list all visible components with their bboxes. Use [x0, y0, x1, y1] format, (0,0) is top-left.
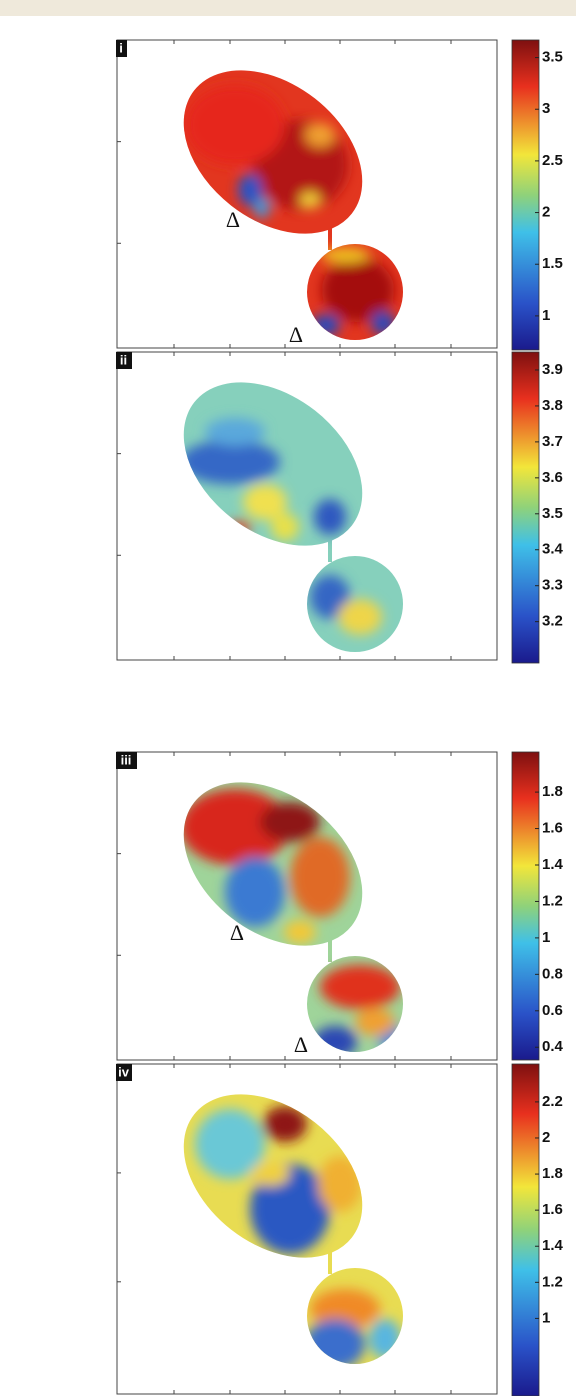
heatmap-spot — [238, 174, 262, 206]
heatmap-spot — [263, 1106, 307, 1142]
heatmap — [152, 752, 403, 1052]
colorbar-tick-label: 2.5 — [542, 152, 563, 169]
heatmap-base — [152, 352, 403, 652]
heatmap-spot — [355, 1008, 395, 1036]
heatmap-spot — [225, 857, 285, 927]
axes-box — [116, 751, 498, 1061]
panel-label: iii — [121, 752, 132, 767]
heatmap-spots — [180, 789, 402, 1052]
axes-box — [116, 39, 498, 349]
colorbar-tick-label: 1.2 — [542, 892, 563, 909]
panel-label-box — [116, 40, 127, 57]
annotation: Δ — [226, 207, 240, 232]
colorbar-tick-label: 3.8 — [542, 397, 563, 414]
panel-label-box — [116, 1064, 132, 1081]
colorbar-tick-label: 2 — [542, 1129, 550, 1146]
colorbar-tick-label: 1.6 — [542, 1201, 563, 1218]
heatmap-spot — [260, 802, 320, 842]
panel-label-box — [116, 352, 132, 369]
heatmap-spot — [320, 247, 370, 263]
panel-label: i — [119, 40, 123, 55]
colorbar-tick-label: 0.6 — [542, 1002, 563, 1019]
heatmap-spot — [180, 789, 290, 865]
colorbar-tick-label: 1.4 — [542, 856, 564, 873]
heatmap — [152, 352, 403, 652]
heatmap-spot — [312, 314, 340, 336]
heatmap-spot — [369, 1319, 401, 1359]
heatmap-spot — [300, 192, 320, 208]
heatmap-spot — [195, 1109, 265, 1179]
heatmap-spot — [320, 965, 400, 1009]
colorbar-tick-label: 3.5 — [542, 49, 563, 66]
panel-label: iv — [118, 1064, 130, 1079]
top-band — [0, 0, 576, 16]
colorbar — [511, 351, 540, 664]
colorbar-tick-label: 3 — [542, 100, 550, 117]
heatmap-spot — [371, 311, 395, 335]
heatmap-spot — [250, 1164, 330, 1254]
heatmap-spot — [271, 513, 299, 541]
heatmap-spots — [195, 1106, 401, 1364]
heatmap — [152, 40, 403, 340]
heatmap-spot — [180, 440, 280, 484]
colorbar-tick-label: 1.8 — [542, 783, 563, 800]
colorbar-tick-label: 3.9 — [542, 361, 563, 378]
heatmap-spots — [185, 85, 395, 336]
colorbar — [511, 39, 540, 351]
heatmap-spot — [310, 1289, 380, 1329]
colorbar — [511, 1063, 540, 1396]
heatmap-spot — [290, 837, 350, 917]
colorbar — [511, 751, 540, 1061]
colorbar-tick-label: 2.2 — [542, 1093, 563, 1110]
colorbar-tick-label: 1.2 — [542, 1273, 563, 1290]
heatmap-spot — [243, 484, 287, 520]
axes-box — [116, 1063, 498, 1395]
colorbar-tick-label: 0.8 — [542, 965, 563, 982]
colorbar-tick-label: 3.3 — [542, 577, 563, 594]
heatmap-spot — [305, 123, 335, 147]
colorbar-tick-label: 3.2 — [542, 613, 563, 630]
heatmap-spot — [318, 1156, 362, 1212]
heatmap-spot — [314, 499, 346, 535]
heatmap-spot — [205, 418, 265, 446]
heatmap-spot — [284, 920, 316, 944]
panel-label-box — [116, 752, 137, 769]
heatmap-spots — [180, 418, 382, 635]
annotation: Δ — [289, 322, 303, 347]
colorbar-tick-label: 1 — [542, 929, 550, 946]
heatmap-spot — [185, 85, 285, 165]
colorbar-tick-label: 0.4 — [542, 1038, 564, 1055]
heatmap-spot — [228, 521, 252, 533]
colorbar-tick-label: 1.8 — [542, 1165, 563, 1182]
colorbar-tick-label: 1.6 — [542, 820, 563, 837]
colorbar-tick-label: 3.6 — [542, 469, 563, 486]
heatmap-spot — [305, 1319, 365, 1364]
colorbar-tick-label: 1.5 — [542, 255, 563, 272]
colorbar-tick-label: 2 — [542, 204, 550, 221]
heatmap-spot — [313, 1026, 357, 1052]
colorbar-tick-label: 1 — [542, 307, 550, 324]
colorbar-tick-label: 3.7 — [542, 433, 563, 450]
panel-label: ii — [120, 352, 127, 367]
axes-box — [116, 351, 498, 661]
heatmap-spot — [310, 575, 350, 619]
annotation: Δ — [230, 920, 244, 945]
heatmap-spot — [250, 1162, 290, 1186]
heatmap-spot — [322, 258, 394, 322]
colorbar-tick-label: 1 — [542, 1309, 550, 1326]
annotation: Δ — [294, 1032, 308, 1057]
heatmap-spot — [254, 198, 270, 218]
colorbar-tick-label: 3.5 — [542, 505, 563, 522]
colorbar-tick-label: 1.4 — [542, 1237, 564, 1254]
heatmap — [152, 1064, 403, 1364]
colorbar-tick-label: 3.4 — [542, 541, 564, 558]
heatmap-spot — [338, 599, 382, 635]
